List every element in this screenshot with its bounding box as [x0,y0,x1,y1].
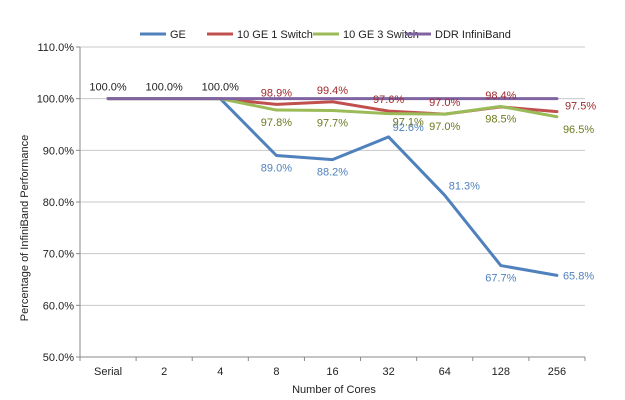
data-label: 97.7% [317,118,348,130]
y-tick-label: 50.0% [43,352,74,364]
y-tick-label: 60.0% [43,300,74,312]
data-label: 97.1% [393,117,424,129]
x-tick-label: 4 [217,366,223,378]
data-label: 67.7% [485,273,516,285]
legend-label: 10 GE 1 Switch [237,29,313,41]
y-tick-label: 110.0% [38,42,75,54]
y-axis-title: Percentage of InfiniBand Performance [19,135,31,322]
data-label: 89.0% [261,163,292,175]
x-tick-label: 32 [382,366,394,378]
y-tick-label: 100.0% [37,94,75,106]
data-label: 65.8% [563,270,594,282]
series-lines [106,97,559,277]
data-label: 97.0% [429,121,460,133]
legend: GE 10 GE 1 Switch 10 GE 3 Switch DDR Infini… [140,29,511,41]
data-labels: 100.0% 100.0% 100.0% 89.0% 88.2% 92.6% 81.3% 67… [89,82,596,285]
x-tick-label: 256 [548,366,566,378]
x-tick-label: 16 [326,366,338,378]
x-tick-label: 64 [439,366,451,378]
data-label: 99.4% [317,85,348,97]
data-label: 98.9% [261,87,292,99]
data-label: 96.5% [563,124,594,136]
x-tick-label: 128 [492,366,510,378]
data-label: 98.4% [485,90,516,102]
y-tick-label: 80.0% [43,197,74,209]
data-label: 100.0% [89,82,127,94]
data-label: 92.6% [393,122,424,134]
x-axis-ticks: Serial 2 4 8 16 32 64 128 256 [79,357,586,378]
legend-label: GE [170,29,186,41]
legend-label: 10 GE 3 Switch [343,29,419,41]
legend-label: DDR InfiniBand [435,29,511,41]
y-tick-label: 70.0% [43,249,74,261]
x-tick-label: Serial [94,366,122,378]
data-label: 97.6% [373,94,404,106]
x-tick-label: 2 [161,366,167,378]
data-label: 100.0% [202,82,240,94]
y-axis-ticks: 50.0% 60.0% 70.0% 80.0% 90.0% 100.0% 110.0% [37,42,80,364]
x-axis-title: Number of Cores [292,384,376,396]
data-label: 97.0% [429,97,460,109]
data-label: 81.3% [449,180,480,192]
data-label: 100.0% [146,82,184,94]
x-tick-label: 8 [273,366,279,378]
y-tick-label: 90.0% [43,145,74,157]
data-label: 97.5% [565,101,596,113]
data-label: 98.5% [485,113,516,125]
data-label: 97.8% [261,117,292,129]
data-label: 88.2% [317,167,348,179]
